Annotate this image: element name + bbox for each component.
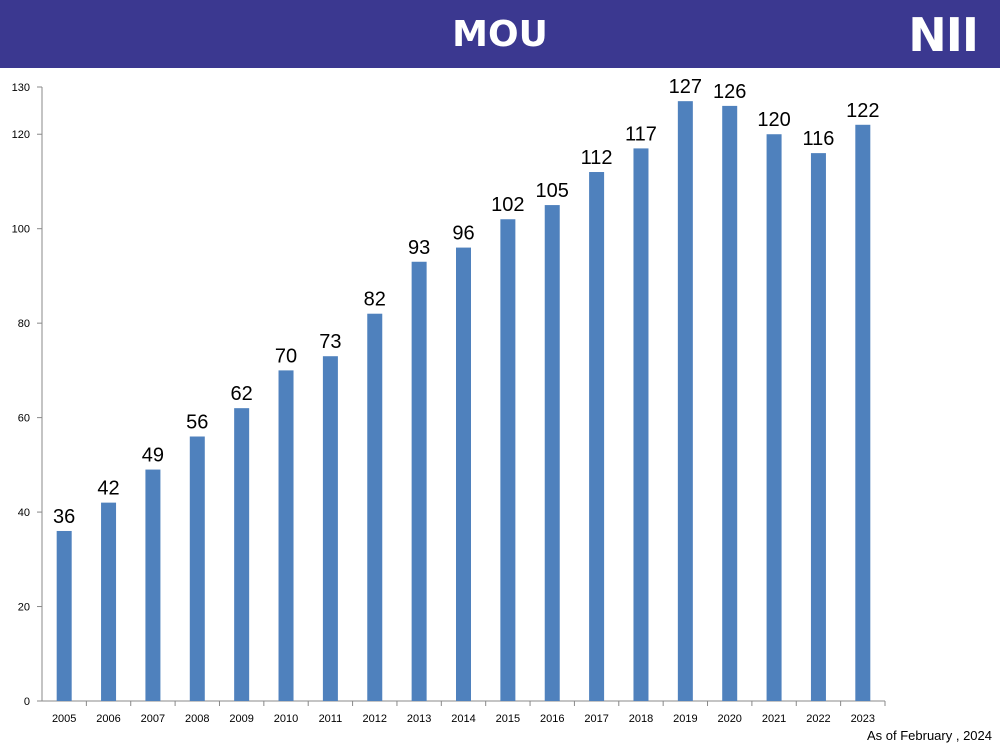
- x-tick-label: 2010: [274, 713, 298, 725]
- bar: [677, 101, 693, 701]
- bar-chart: 0 20 40 60 80 100 120 130 2005 36 2006 42 2007 49 2008…: [12, 76, 886, 725]
- bar: [411, 261, 427, 701]
- bar: [456, 247, 471, 702]
- data-label: 36: [53, 506, 75, 528]
- y-tick-label: 130: [12, 82, 30, 94]
- bar: [500, 219, 516, 701]
- x-tick-label: 2012: [363, 713, 387, 725]
- y-tick-label: 0: [24, 696, 30, 708]
- x-tick-label: 2007: [141, 713, 165, 725]
- y-tick-label: 80: [18, 318, 30, 330]
- page-title: MOU: [452, 14, 548, 55]
- data-label: 112: [581, 147, 613, 169]
- bar: [722, 105, 738, 701]
- x-tick-label: 2023: [851, 713, 875, 725]
- bar: [101, 502, 117, 701]
- x-tick-label: 2021: [762, 713, 786, 725]
- x-tick-label: 2022: [806, 713, 830, 725]
- data-label: 70: [275, 345, 297, 367]
- bar: [145, 469, 161, 701]
- data-label: 105: [536, 180, 569, 202]
- bar: [766, 134, 782, 701]
- x-tick-label: 2006: [96, 713, 120, 725]
- bar: [56, 530, 72, 701]
- data-label: 93: [408, 237, 430, 259]
- y-tick-label: 40: [18, 507, 30, 519]
- nii-logo: NII: [908, 8, 979, 62]
- x-tick-label: 2005: [52, 713, 76, 725]
- header-bar: [0, 0, 1000, 68]
- bar: [278, 370, 294, 701]
- bar: [810, 153, 826, 702]
- x-tick-label: 2009: [229, 713, 253, 725]
- data-label: 122: [846, 100, 879, 122]
- data-label: 102: [491, 194, 524, 216]
- x-tick-label: 2013: [407, 713, 431, 725]
- data-label: 49: [142, 445, 164, 467]
- x-tick-label: 2017: [584, 713, 608, 725]
- bar: [234, 408, 250, 701]
- y-tick-label: 120: [12, 129, 30, 141]
- bar: [589, 172, 605, 701]
- data-label: 62: [231, 383, 253, 405]
- x-tick-label: 2011: [319, 713, 343, 725]
- x-tick-label: 2015: [496, 713, 520, 725]
- x-tick-label: 2008: [185, 713, 209, 725]
- x-tick-label: 2019: [673, 713, 697, 725]
- data-label: 117: [625, 123, 657, 145]
- data-label: 42: [97, 478, 119, 500]
- data-label: 96: [452, 223, 474, 245]
- data-label: 126: [713, 81, 746, 103]
- data-label: 116: [803, 128, 835, 150]
- bar: [855, 124, 871, 702]
- bar: [189, 436, 205, 701]
- bar: [322, 356, 338, 701]
- y-tick-label: 60: [18, 413, 30, 425]
- bar: [544, 205, 560, 702]
- x-tick-label: 2016: [540, 713, 564, 725]
- x-tick-label: 2014: [451, 713, 475, 725]
- data-label: 127: [669, 76, 702, 98]
- x-tick-label: 2020: [717, 713, 741, 725]
- x-tick-label: 2018: [629, 713, 653, 725]
- data-label: 82: [364, 289, 386, 311]
- y-tick-label: 100: [12, 224, 30, 236]
- footnote: As of February , 2024: [866, 728, 992, 743]
- data-label: 120: [757, 109, 790, 131]
- data-label: 73: [319, 331, 341, 353]
- bar: [633, 148, 649, 701]
- y-tick-label: 20: [18, 602, 30, 614]
- bar: [367, 313, 383, 701]
- data-label: 56: [186, 412, 208, 434]
